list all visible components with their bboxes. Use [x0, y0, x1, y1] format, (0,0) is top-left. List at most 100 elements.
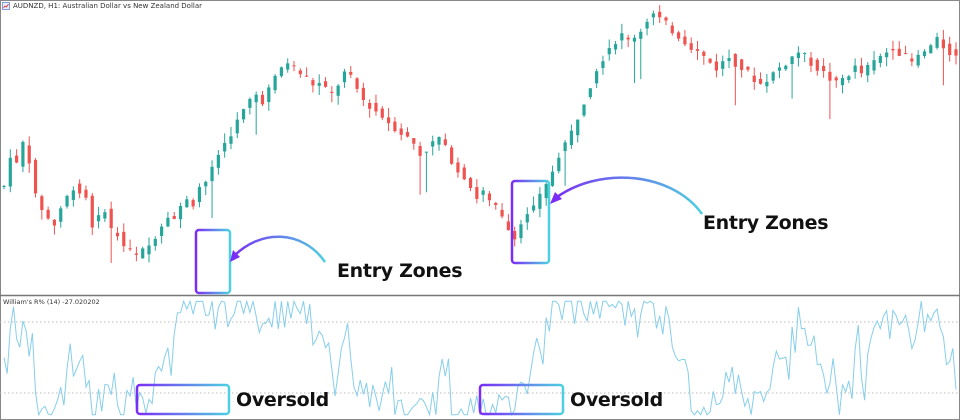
candle-body	[254, 94, 258, 103]
candle-body	[46, 209, 50, 219]
candle-body	[90, 195, 94, 228]
candle-body	[878, 56, 882, 64]
candle-body	[279, 67, 284, 77]
candle-body	[342, 71, 347, 83]
candle-body	[658, 11, 662, 18]
candle-body	[500, 209, 504, 217]
candle-body	[613, 44, 618, 50]
candle-body	[78, 183, 82, 194]
candle-body	[702, 51, 706, 56]
candle-body	[506, 221, 510, 231]
candle-body	[771, 72, 775, 81]
candle-body	[424, 151, 429, 153]
candle-body	[172, 216, 176, 220]
candle-body	[468, 178, 473, 188]
candle-body	[721, 61, 725, 69]
candle-body	[853, 65, 857, 72]
candle-body	[790, 56, 794, 65]
candle-body	[443, 139, 447, 145]
candle-body	[84, 189, 88, 198]
candle-body	[822, 65, 826, 72]
candle-body	[147, 245, 151, 255]
candle-body	[418, 146, 422, 156]
candlestick-series	[2, 5, 958, 263]
candle-body	[368, 102, 372, 109]
candle-body	[52, 219, 57, 226]
candle-body	[557, 157, 561, 172]
candle-body	[847, 76, 851, 81]
entry-arrow-1-head	[230, 250, 240, 262]
chart-window-icon	[2, 1, 10, 10]
candle-body	[437, 137, 441, 145]
entry-arrow-2	[552, 176, 704, 215]
candle-body	[59, 208, 63, 222]
candle-body	[563, 142, 567, 152]
candle-body	[935, 36, 939, 48]
candle-body	[456, 162, 460, 173]
candle-body	[153, 238, 157, 246]
candle-body	[355, 78, 359, 89]
candle-body	[595, 71, 599, 84]
candle-body	[399, 128, 403, 135]
candle-body	[298, 70, 302, 75]
candle-body	[267, 87, 271, 102]
candle-body	[103, 212, 107, 219]
candle-body	[2, 185, 6, 187]
entry-zones-label-1: Entry Zones	[337, 260, 463, 282]
candle-body	[689, 43, 693, 50]
candle-body	[513, 231, 517, 240]
candle-body	[859, 65, 864, 74]
candle-body	[840, 78, 845, 86]
candle-body	[695, 49, 700, 51]
candle-body	[317, 82, 321, 86]
candle-body	[538, 193, 542, 209]
indicator-label: William's R% (14) -27.020202	[3, 298, 100, 306]
candle-body	[620, 33, 624, 41]
candle-body	[903, 53, 908, 55]
candle-body	[235, 119, 239, 134]
chart-title-bar: AUDNZD, H1: Australian Dollar vs New Zea…	[2, 0, 202, 11]
candle-body	[948, 43, 952, 56]
symbol-label: AUDNZD, H1: Australian Dollar vs New Zea…	[13, 1, 203, 10]
candle-body	[487, 193, 492, 201]
candle-body	[601, 61, 605, 68]
candle-body	[519, 224, 523, 239]
candle-body	[33, 159, 38, 194]
candle-body	[891, 48, 895, 51]
candle-body	[128, 248, 132, 250]
candle-body	[141, 248, 145, 259]
entry-zone-box-2	[510, 179, 551, 265]
candle-body	[607, 48, 611, 55]
candle-body	[292, 65, 296, 67]
candle-body	[626, 37, 630, 40]
candle-body	[248, 98, 252, 108]
candle-body	[481, 190, 485, 195]
candle-body	[872, 60, 876, 71]
candle-body	[229, 136, 233, 144]
candle-body	[311, 80, 315, 86]
candle-body	[475, 187, 479, 199]
candle-body	[941, 39, 945, 49]
candle-body	[746, 66, 750, 70]
entry-zones-label-2: Entry Zones	[703, 212, 829, 234]
candle-body	[27, 145, 31, 164]
candle-body	[796, 52, 800, 59]
candle-body	[405, 132, 410, 137]
candle-body	[922, 51, 927, 56]
candle-body	[576, 119, 580, 136]
candle-body	[664, 17, 668, 21]
candle-body	[885, 52, 889, 58]
candle-body	[349, 71, 353, 75]
candle-body	[109, 208, 113, 229]
candle-body	[286, 63, 290, 70]
candle-body	[525, 214, 529, 223]
entry-arrow-2-head	[550, 192, 562, 204]
candle-body	[223, 143, 227, 152]
candle-body	[210, 166, 214, 182]
candle-body	[412, 138, 416, 144]
candle-body	[273, 75, 277, 91]
candle-body	[431, 141, 435, 147]
candle-body	[632, 37, 637, 42]
